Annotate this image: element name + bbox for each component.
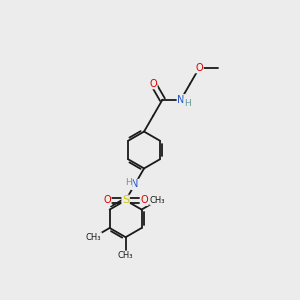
Text: N: N <box>177 95 184 105</box>
Text: S: S <box>122 195 129 205</box>
Text: H: H <box>184 99 191 108</box>
Text: N: N <box>131 179 139 189</box>
Text: O: O <box>103 195 111 205</box>
Text: CH₃: CH₃ <box>86 233 101 242</box>
Text: CH₃: CH₃ <box>118 251 134 260</box>
Text: CH₃: CH₃ <box>150 196 165 205</box>
Text: O: O <box>140 195 148 205</box>
Text: O: O <box>196 63 203 73</box>
Text: O: O <box>149 79 157 89</box>
Text: H: H <box>125 178 132 187</box>
